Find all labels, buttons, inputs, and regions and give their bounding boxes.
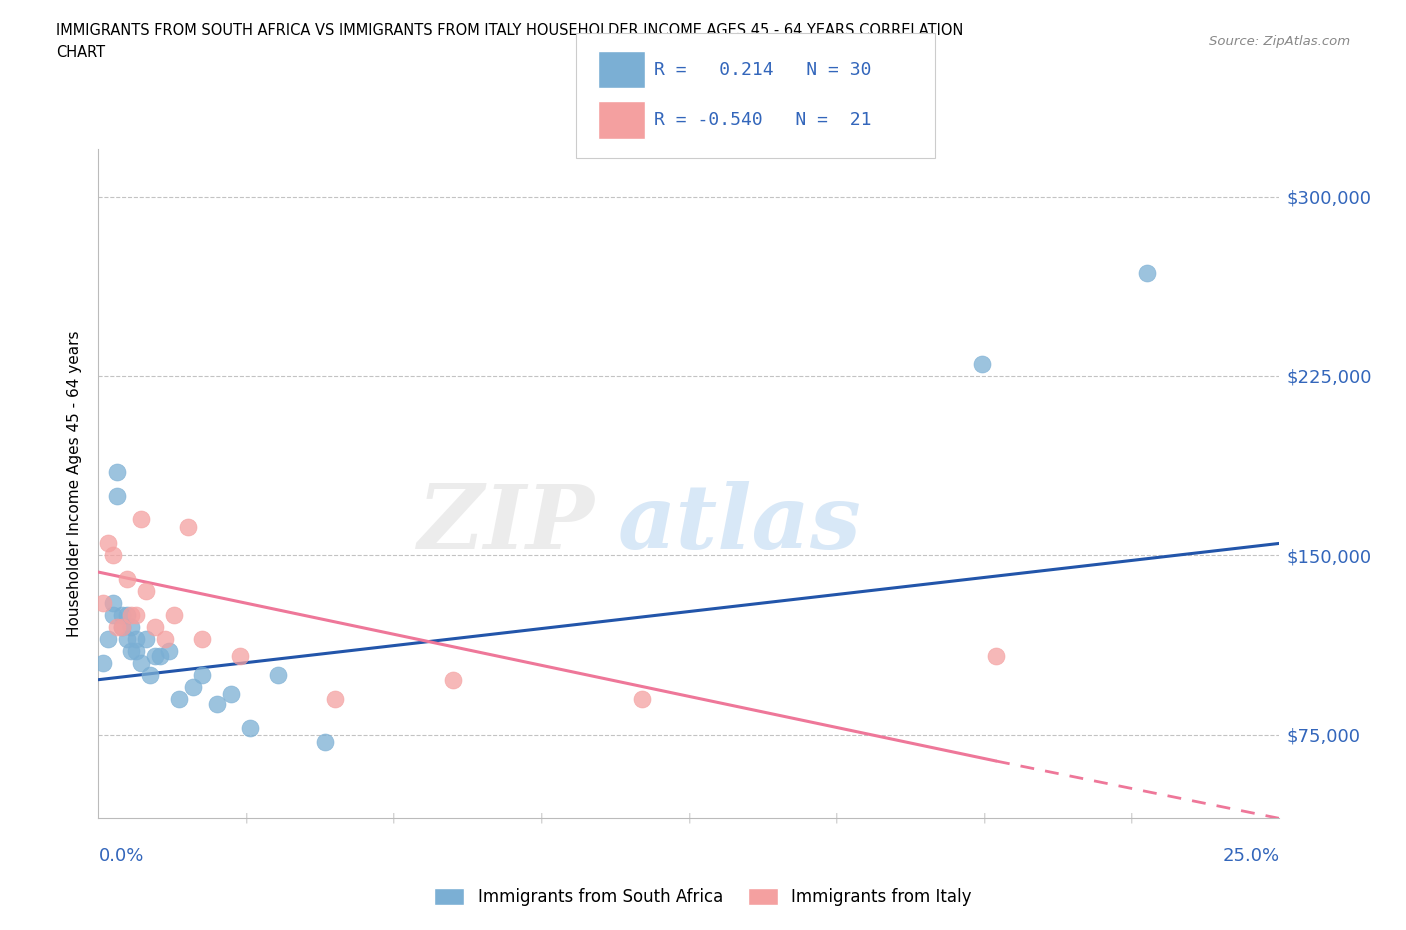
Point	[441, 672, 464, 687]
Legend: Immigrants from South Africa, Immigrants from Italy: Immigrants from South Africa, Immigrants…	[427, 881, 979, 912]
Point	[125, 644, 148, 658]
Point	[97, 631, 120, 646]
Point	[323, 691, 346, 706]
Point	[1102, 854, 1125, 869]
Point	[143, 619, 166, 634]
Y-axis label: Householder Income Ages 45 - 64 years: Householder Income Ages 45 - 64 years	[67, 330, 83, 637]
Point	[121, 619, 143, 634]
Text: IMMIGRANTS FROM SOUTH AFRICA VS IMMIGRANTS FROM ITALY HOUSEHOLDER INCOME AGES 45: IMMIGRANTS FROM SOUTH AFRICA VS IMMIGRAN…	[56, 23, 963, 38]
Point	[115, 572, 138, 587]
Text: |: |	[688, 813, 690, 823]
Point	[157, 644, 180, 658]
Text: |: |	[245, 813, 247, 823]
Point	[121, 644, 143, 658]
Text: |: |	[1130, 813, 1133, 823]
Point	[191, 668, 214, 683]
Text: |: |	[835, 813, 838, 823]
Point	[105, 488, 128, 503]
Point	[181, 680, 204, 695]
Text: Source: ZipAtlas.com: Source: ZipAtlas.com	[1209, 35, 1350, 48]
Point	[219, 686, 242, 701]
Point	[135, 631, 157, 646]
Text: atlas: atlas	[619, 481, 862, 567]
Point	[163, 607, 186, 622]
Point	[630, 691, 652, 706]
Text: |: |	[392, 813, 395, 823]
Point	[91, 656, 114, 671]
Point	[125, 631, 148, 646]
Point	[111, 619, 134, 634]
Point	[970, 356, 993, 371]
Point	[135, 584, 157, 599]
Text: R = -0.540   N =  21: R = -0.540 N = 21	[654, 111, 872, 129]
Point	[191, 631, 214, 646]
Text: CHART: CHART	[56, 45, 105, 60]
Point	[111, 619, 134, 634]
Point	[115, 631, 138, 646]
Point	[101, 548, 124, 563]
Point	[984, 648, 1007, 663]
Point	[97, 536, 120, 551]
Point	[314, 735, 336, 750]
Point	[105, 619, 128, 634]
Text: ZIP: ZIP	[419, 481, 595, 567]
Point	[267, 668, 290, 683]
Point	[153, 631, 176, 646]
Point	[1136, 266, 1159, 281]
Text: 25.0%: 25.0%	[1222, 846, 1279, 865]
Text: |: |	[540, 813, 543, 823]
Point	[129, 512, 152, 527]
Point	[101, 596, 124, 611]
Point	[239, 720, 262, 735]
Point	[129, 656, 152, 671]
Point	[149, 648, 172, 663]
Point	[105, 464, 128, 479]
Point	[115, 607, 138, 622]
Point	[229, 648, 252, 663]
Text: 0.0%: 0.0%	[98, 846, 143, 865]
Point	[101, 607, 124, 622]
Point	[205, 697, 228, 711]
Point	[125, 607, 148, 622]
Text: |: |	[983, 813, 986, 823]
Point	[177, 519, 200, 534]
Point	[111, 607, 134, 622]
Text: R =   0.214   N = 30: R = 0.214 N = 30	[654, 60, 872, 79]
Point	[167, 691, 190, 706]
Point	[139, 668, 162, 683]
Point	[121, 607, 143, 622]
Point	[143, 648, 166, 663]
Point	[91, 596, 114, 611]
